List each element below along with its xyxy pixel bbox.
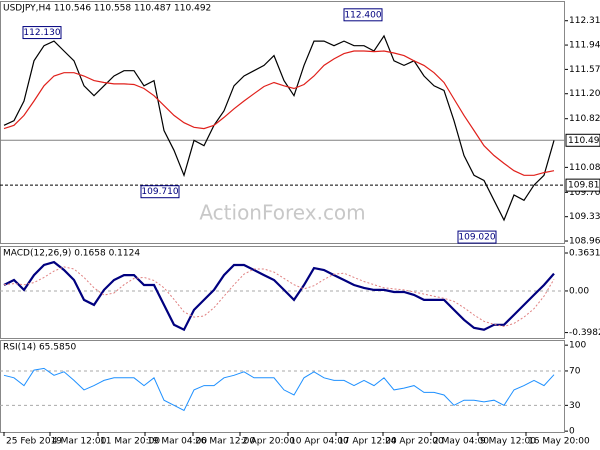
annotation: 112.400 [344, 10, 381, 20]
y-tick-label: 109.330 [569, 212, 600, 222]
y-tick-label: -0.3982 [569, 328, 600, 338]
x-tick-label: 24 Apr 20:00 [385, 437, 444, 447]
x-tick-label: 9 May 12:00 [480, 437, 536, 447]
watermark: ActionForex.com [199, 200, 365, 224]
annotation-box [457, 230, 497, 244]
x-tick-label: 2 May 04:00 [433, 437, 489, 447]
annotation: 109.710 [141, 187, 178, 197]
panel-frame [0, 340, 565, 433]
panel-title: MACD(12,26,9) 0.1658 0.1124 [3, 249, 140, 259]
y-tick-label: 109.700 [569, 188, 600, 198]
series-line [3, 367, 555, 412]
panel-frame [0, 246, 565, 339]
panel-title: USDJPY,H4 110.546 110.558 110.487 110.49… [3, 4, 211, 14]
x-tick-label: 17 Apr 12:00 [338, 437, 397, 447]
x-tick-label: 11 Mar 20:00 [100, 437, 160, 447]
y-tick-label: 111.940 [569, 41, 600, 51]
y-tick-label: 111.570 [569, 65, 600, 75]
y-tick-label: 110.080 [569, 163, 600, 173]
x-tick-label: 2 Apr 20:00 [242, 437, 295, 447]
y-tick-label: 0.3631 [569, 248, 600, 258]
panel-frame [0, 1, 565, 244]
price-label: 110.492 [568, 136, 600, 146]
series-line [3, 260, 555, 332]
annotation: 112.130 [23, 28, 60, 38]
y-tick-label: 110.820 [569, 114, 600, 124]
y-tick-label: 0.00 [569, 286, 589, 296]
series-line [3, 50, 555, 176]
x-tick-label: 25 Feb 2019 [6, 437, 62, 447]
price-label-box [565, 133, 600, 147]
y-tick-label: 108.960 [569, 237, 600, 247]
annotation-box [140, 185, 180, 199]
x-tick-label: 10 Apr 04:00 [290, 437, 349, 447]
annotation: 109.020 [458, 233, 495, 243]
x-tick-label: 16 May 20:00 [528, 437, 590, 447]
y-tick-label: 111.200 [569, 89, 600, 99]
annotation-box [22, 26, 62, 40]
price-label: 109.810 [568, 181, 600, 191]
y-tick-label: 30 [569, 401, 581, 411]
series-line [3, 34, 555, 222]
x-tick-label: 26 Mar 12:00 [195, 437, 255, 447]
y-tick-label: 100 [569, 341, 586, 351]
price-label-box [565, 178, 600, 192]
y-tick-label: 0 [569, 427, 575, 437]
y-tick-label: 112.310 [569, 16, 600, 26]
x-tick-label: 19 Mar 04:00 [147, 437, 207, 447]
y-tick-label: 70 [569, 366, 581, 376]
annotation-box [343, 8, 383, 22]
x-tick-label: 4 Mar 12:00 [52, 437, 107, 447]
panel-title: RSI(14) 65.5850 [3, 343, 76, 353]
series-line [3, 266, 555, 328]
